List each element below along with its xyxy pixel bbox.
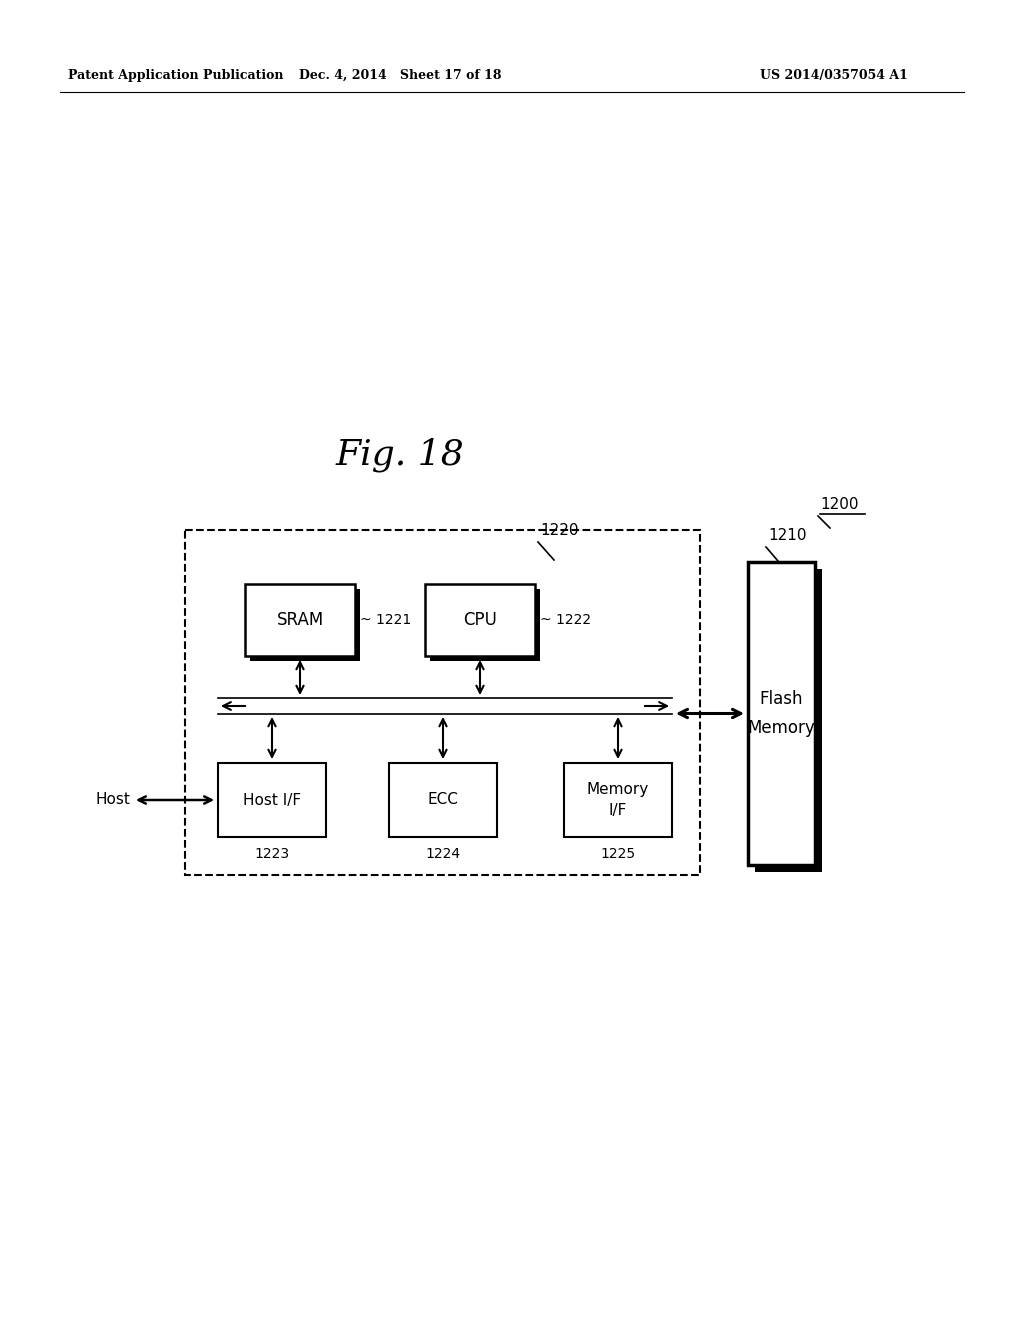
Text: Flash
Memory: Flash Memory: [748, 690, 815, 737]
Text: Host: Host: [95, 792, 130, 808]
Bar: [218, 763, 326, 837]
Text: Fig. 18: Fig. 18: [336, 438, 464, 473]
Bar: [389, 763, 497, 837]
Text: 1225: 1225: [600, 847, 636, 861]
Text: 1220: 1220: [540, 523, 579, 539]
Text: SRAM: SRAM: [276, 611, 324, 630]
Text: Host I/F: Host I/F: [243, 792, 301, 808]
Text: US 2014/0357054 A1: US 2014/0357054 A1: [760, 69, 908, 82]
Text: 1224: 1224: [425, 847, 461, 861]
Text: 1223: 1223: [254, 847, 290, 861]
Bar: [564, 763, 672, 837]
Text: Patent Application Publication: Patent Application Publication: [68, 69, 284, 82]
Text: ~ 1221: ~ 1221: [360, 612, 412, 627]
Text: Dec. 4, 2014   Sheet 17 of 18: Dec. 4, 2014 Sheet 17 of 18: [299, 69, 502, 82]
Bar: [245, 583, 355, 656]
Text: ECC: ECC: [428, 792, 459, 808]
Bar: [430, 589, 540, 661]
Text: 1200: 1200: [820, 498, 858, 512]
Bar: [748, 562, 815, 865]
Bar: [185, 531, 700, 875]
Text: ~ 1222: ~ 1222: [540, 612, 591, 627]
Bar: [250, 589, 360, 661]
Text: Memory
I/F: Memory I/F: [587, 781, 649, 818]
Bar: [425, 583, 535, 656]
Text: 1210: 1210: [768, 528, 807, 543]
Bar: [755, 569, 822, 873]
Text: CPU: CPU: [463, 611, 497, 630]
